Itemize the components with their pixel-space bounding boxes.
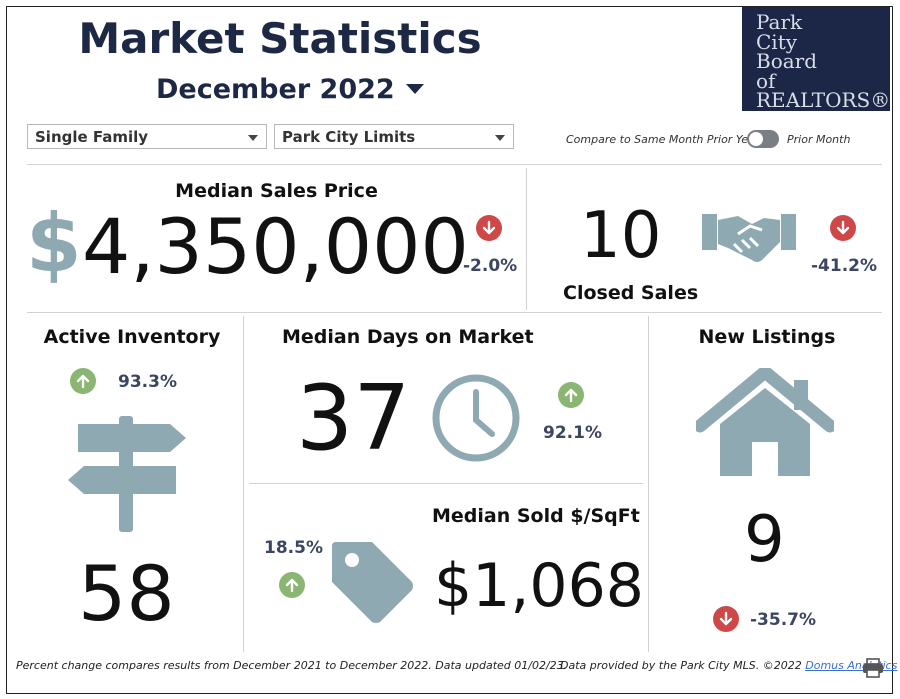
period-dropdown-icon[interactable] xyxy=(406,84,424,94)
property-type-select[interactable]: Single Family xyxy=(27,124,267,149)
median-days-on-market-value: 37 xyxy=(296,366,411,471)
logo-line: Board xyxy=(756,49,818,73)
closed-sales-label: Closed Sales xyxy=(563,282,699,304)
median-sales-price-value: 4,350,000 xyxy=(82,202,469,291)
divider xyxy=(648,316,649,652)
chevron-down-icon xyxy=(248,135,258,141)
divider xyxy=(243,316,244,652)
clock-icon xyxy=(432,374,520,462)
arrow-down-icon xyxy=(476,215,502,241)
page-title: Market Statistics xyxy=(78,14,482,63)
compare-toggle-switch[interactable] xyxy=(747,130,779,148)
closed-sales-value: 10 xyxy=(580,199,662,273)
period-selector-label[interactable]: December 2022 xyxy=(156,74,395,105)
closed-sales-change: -41.2% xyxy=(811,256,878,276)
footer-credit-text: Data provided by the Park City MLS. ©202… xyxy=(560,659,802,672)
active-inventory-change: 93.3% xyxy=(118,372,177,392)
active-inventory-value: 58 xyxy=(78,549,175,638)
park-city-board-of-realtors-logo: Park City Board of REALTORS® xyxy=(742,7,890,111)
toggle-knob xyxy=(749,132,763,146)
property-type-value: Single Family xyxy=(35,128,149,146)
dashboard-frame xyxy=(6,6,893,694)
price-tag-icon xyxy=(332,542,413,623)
median-sales-price-label: Median Sales Price xyxy=(175,180,378,202)
logo-line: City xyxy=(756,29,798,54)
active-inventory-label: Active Inventory xyxy=(43,326,221,348)
median-days-on-market-label: Median Days on Market xyxy=(282,326,534,348)
logo-line: of xyxy=(756,68,776,93)
house-icon xyxy=(696,368,834,476)
dollar-sign-icon: $ xyxy=(26,197,82,290)
handshake-icon xyxy=(702,214,796,262)
divider xyxy=(27,164,882,165)
median-sold-per-sqft-label: Median Sold $/SqFt xyxy=(432,505,640,527)
new-listings-value: 9 xyxy=(744,503,785,577)
footer-note: Percent change compares results from Dec… xyxy=(16,659,568,672)
arrow-up-icon xyxy=(279,572,305,598)
logo-line: Park xyxy=(756,10,803,34)
median-sales-price-change: -2.0% xyxy=(463,256,518,276)
print-icon[interactable] xyxy=(862,658,884,678)
arrow-up-icon xyxy=(70,368,96,394)
area-select[interactable]: Park City Limits xyxy=(274,124,514,149)
chevron-down-icon xyxy=(495,135,505,141)
new-listings-change: -35.7% xyxy=(750,610,817,630)
signpost-icon xyxy=(68,416,186,532)
arrow-down-icon xyxy=(830,215,856,241)
arrow-up-icon xyxy=(558,382,584,408)
median-sold-per-sqft-value: $1,068 xyxy=(434,551,644,621)
median-days-on-market-change: 92.1% xyxy=(543,423,602,443)
median-sold-per-sqft-change: 18.5% xyxy=(264,538,323,558)
divider xyxy=(27,312,882,313)
compare-prior-month-label: Prior Month xyxy=(787,133,851,146)
footer-credit: Data provided by the Park City MLS. ©202… xyxy=(560,659,897,672)
arrow-down-icon xyxy=(713,606,739,632)
area-value: Park City Limits xyxy=(282,128,416,146)
divider xyxy=(249,483,643,484)
logo-line: REALTORS® xyxy=(756,88,891,112)
compare-prior-year-label: Compare to Same Month Prior Year xyxy=(566,133,760,146)
new-listings-label: New Listings xyxy=(698,326,836,348)
divider xyxy=(526,168,527,310)
